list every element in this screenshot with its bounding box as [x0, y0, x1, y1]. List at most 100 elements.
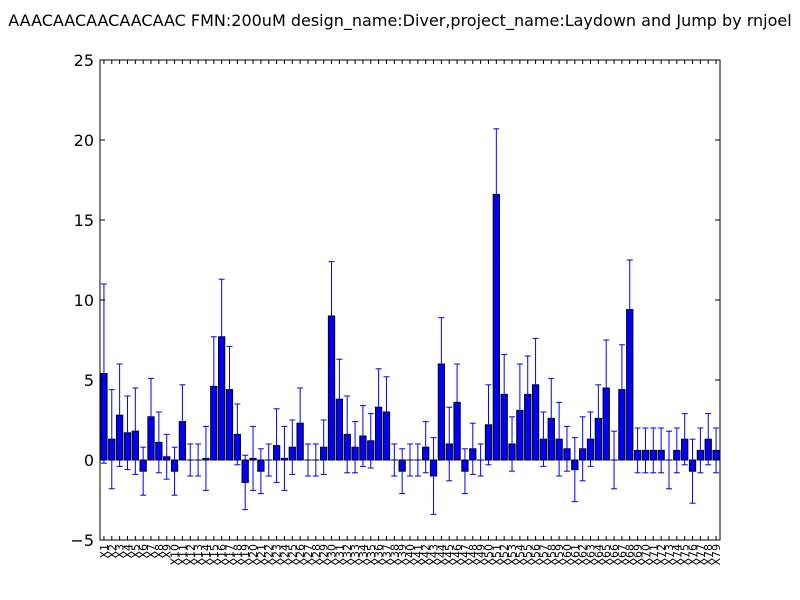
x-tick-label: X53 — [506, 544, 519, 566]
error-bar-X59 — [556, 401, 563, 477]
error-bar-X76 — [689, 438, 696, 504]
x-tick-label: X62 — [577, 544, 590, 566]
error-bar-X19 — [242, 454, 249, 511]
x-tick-label: X2 — [106, 544, 119, 559]
error-bar-X53 — [509, 416, 516, 472]
error-bar-X43 — [430, 437, 437, 515]
x-tick-label: X11 — [176, 544, 189, 566]
x-tick-label: X61 — [569, 544, 582, 566]
error-bar-X49 — [477, 443, 484, 477]
x-tick-label: X35 — [365, 544, 378, 566]
error-bar-X63 — [587, 411, 594, 467]
error-bar-X54 — [516, 363, 523, 458]
error-bar-X18 — [234, 403, 241, 466]
x-tick-label: X75 — [679, 544, 692, 566]
x-tick-label: X17 — [223, 544, 236, 566]
x-tick-label: X31 — [333, 544, 346, 566]
error-bar-X65 — [603, 339, 610, 437]
x-tick-label: X57 — [537, 544, 550, 566]
x-tick-label: X12 — [184, 544, 197, 566]
error-bar-X75 — [681, 413, 688, 466]
x-tick-label: X15 — [208, 544, 221, 566]
x-tick-label: X74 — [671, 544, 684, 566]
error-bar-X79 — [713, 427, 720, 474]
x-tick-label: X24 — [278, 544, 291, 566]
error-bar-X17 — [226, 345, 233, 434]
x-tick-label: X48 — [467, 544, 480, 566]
error-bar-X12 — [187, 443, 194, 477]
error-bar-X74 — [673, 427, 680, 474]
x-tick-label: X64 — [592, 544, 605, 566]
error-bar-X68 — [626, 259, 633, 360]
x-tick-label: X18 — [231, 544, 244, 566]
x-tick-label: X79 — [710, 544, 723, 566]
x-tick-label: X51 — [490, 544, 503, 566]
error-bar-X60 — [563, 425, 570, 472]
x-tick-label: X30 — [326, 544, 339, 566]
x-tick-label: X6 — [137, 544, 150, 559]
x-tick-label: X23 — [271, 544, 284, 566]
x-tick-label: X41 — [412, 544, 425, 566]
x-tick-label: X42 — [420, 544, 433, 566]
x-tick-label: X56 — [530, 544, 543, 566]
y-tick-label: 20 — [74, 131, 94, 150]
bars-layer — [100, 193, 720, 483]
error-bar-X33 — [352, 421, 359, 474]
x-tick-label: X8 — [153, 544, 166, 559]
x-tick-label: X25 — [286, 544, 299, 566]
x-tick-label: X10 — [169, 544, 182, 566]
x-tick-label: X71 — [647, 544, 660, 566]
error-bar-X50 — [485, 384, 492, 466]
x-tick-label: X68 — [624, 544, 637, 566]
x-tick-label: X38 — [388, 544, 401, 566]
error-bar-X58 — [548, 377, 555, 459]
error-bar-X66 — [611, 430, 618, 490]
error-bar-X14 — [202, 425, 209, 491]
error-bar-X8 — [155, 411, 162, 474]
error-bar-X32 — [344, 395, 351, 474]
error-bar-X51 — [493, 128, 500, 261]
x-tick-label: X33 — [349, 544, 362, 566]
x-tick-label: X19 — [239, 544, 252, 566]
x-tick-label: X40 — [404, 544, 417, 566]
x-tick-label: X69 — [632, 544, 645, 566]
x-tick-label: X21 — [255, 544, 268, 566]
x-tick-label: X49 — [475, 544, 488, 566]
x-tick-label: X27 — [302, 544, 315, 566]
error-bar-X29 — [320, 419, 327, 475]
x-tick-label: X26 — [294, 544, 307, 566]
x-tick-label: X66 — [608, 544, 621, 566]
error-bar-X4 — [124, 395, 131, 471]
x-tick-label: X54 — [514, 544, 527, 566]
error-bar-X36 — [375, 368, 382, 447]
error-bar-X9 — [163, 433, 170, 480]
error-bar-X47 — [461, 448, 468, 495]
x-tick-label: X65 — [600, 544, 613, 566]
x-tick-label: X22 — [263, 544, 276, 566]
y-tick-label: −5 — [70, 531, 94, 550]
error-bar-X45 — [446, 406, 453, 482]
error-bar-X77 — [697, 427, 704, 474]
y-tick-label: 15 — [74, 211, 94, 230]
error-bar-X40 — [407, 443, 413, 477]
x-tick-label: X4 — [121, 544, 134, 559]
error-bar-X67 — [618, 344, 625, 435]
x-tick-label: X52 — [498, 544, 511, 566]
error-bar-X71 — [650, 427, 657, 474]
error-bar-X30 — [328, 261, 335, 371]
x-tick-label: X70 — [639, 544, 652, 566]
plot-frame — [99, 59, 721, 541]
error-bar-X70 — [642, 427, 649, 474]
x-tick-label: X20 — [247, 544, 260, 566]
error-bar-X27 — [304, 443, 311, 477]
error-bar-X16 — [218, 278, 225, 395]
error-bar-X15 — [210, 336, 217, 437]
x-tick-label: X44 — [435, 544, 448, 566]
x-tick-label: X1 — [98, 544, 111, 559]
error-bar-X64 — [595, 384, 602, 453]
error-bar-X44 — [438, 317, 445, 411]
y-tick-label: 5 — [84, 371, 94, 390]
x-tick-label: X73 — [663, 544, 676, 566]
x-tick-label: X14 — [200, 544, 213, 566]
